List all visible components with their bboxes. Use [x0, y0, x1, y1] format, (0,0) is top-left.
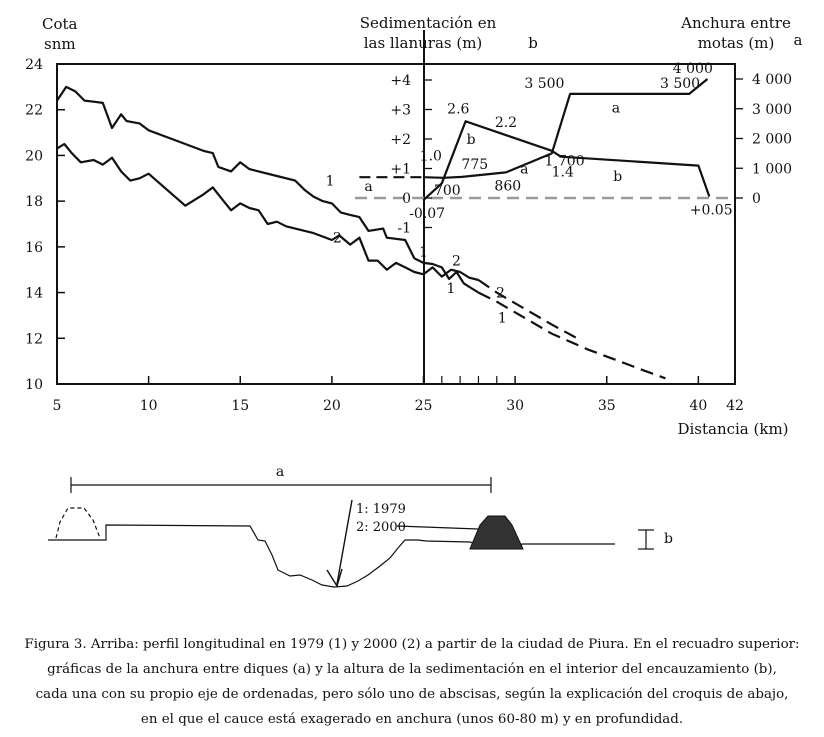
profile-label-2: 2 — [333, 231, 342, 247]
x-tick-label: 30 — [506, 398, 524, 414]
sedimentation-value-label: 775 — [461, 157, 488, 173]
y-tick-label: 22 — [25, 103, 43, 119]
series-layer — [56, 78, 711, 380]
inset-panel-letter-a: a — [794, 31, 803, 49]
profile-extrapolation-2 — [477, 279, 580, 341]
inset-right-tick-label: 1 000 — [752, 161, 792, 177]
caption-line: en el que el cauce está exagerado en anc… — [140, 712, 684, 727]
profile-label-1: 1 — [419, 244, 428, 260]
sketch-label-a: a — [276, 464, 284, 480]
sketch-legend-1979: 1: 1979 — [356, 502, 406, 517]
caption-line: gráficas de la anchura entre diques (a) … — [47, 662, 777, 677]
x-axis-label: Distancia (km) — [677, 420, 788, 438]
sedimentation-value-label: 2.2 — [495, 115, 517, 131]
label-layer: 5 10 15 20 25 30 35 40 421012141618202224-10+1+2… — [25, 57, 792, 414]
y-axis-label-line1: Cota — [42, 15, 78, 33]
inset-panel-letter-b: b — [528, 34, 538, 52]
inset-left-tick-label: +3 — [390, 103, 411, 119]
width-value-label: 3 500 — [524, 76, 564, 92]
sedimentation-series-label: b — [467, 132, 476, 148]
y-tick-label: 18 — [25, 194, 43, 210]
width-value-label: 860 — [494, 178, 521, 194]
tick-layer — [56, 63, 743, 385]
width-value-label: 3 500 — [660, 76, 700, 92]
inset-right-tick-label: 2 000 — [752, 132, 792, 148]
profile-extrapolation-1 — [478, 291, 666, 380]
y-axis-label-line2: snm — [44, 35, 76, 53]
sketch-new-levee — [469, 515, 524, 550]
profile-label-1: 1 — [326, 174, 335, 190]
sketch-ground-profile — [48, 524, 615, 588]
profile-label-1: 1 — [498, 311, 507, 327]
profile-line-2 — [56, 142, 479, 282]
inset-right-axis-label-line1: Anchura entre — [680, 14, 791, 32]
figure-caption: Figura 3. Arriba: perfil longitudinal en… — [20, 632, 804, 732]
inset-left-axis-label-line2: las llanuras (m) — [364, 34, 483, 52]
sedimentation-value-label: 1.0 — [420, 149, 442, 165]
caption-line: cada una con su propio eje de ordenadas,… — [35, 687, 789, 702]
profile-label-2: 2 — [452, 254, 461, 270]
y-tick-label: 20 — [25, 148, 43, 164]
width-value-label: 700 — [434, 183, 461, 199]
profile-line-1 — [56, 85, 480, 294]
inset-left-tick-label: -1 — [397, 221, 411, 237]
sedimentation-series-label: b — [613, 169, 622, 185]
inset-right-axis-label-line2: motas (m) — [698, 34, 775, 52]
width-value-label: 4 000 — [673, 61, 713, 77]
x-tick-label: 42 — [726, 398, 744, 414]
sketch-arrow — [336, 499, 353, 585]
inset-right-tick-label: 0 — [752, 191, 761, 207]
x-tick-label: 40 — [689, 398, 707, 414]
sedimentation-value-label: -0.07 — [409, 206, 445, 222]
profile-label-2: 2 — [496, 286, 505, 302]
y-tick-label: 24 — [25, 57, 43, 73]
x-tick-label: 10 — [140, 398, 158, 414]
sedimentation-value-label: 2.6 — [447, 101, 469, 117]
x-tick-label: 35 — [598, 398, 616, 414]
sedimentation-line — [422, 120, 711, 201]
inset-left-axis-label-line1: Sedimentación en — [360, 14, 497, 32]
inset-right-tick-label: 4 000 — [752, 72, 792, 88]
inset-left-tick-label: +4 — [390, 73, 411, 89]
inset-left-tick-label: +1 — [390, 162, 411, 178]
y-tick-label: 12 — [25, 331, 43, 347]
profile-label-1: 1 — [447, 281, 456, 297]
width-line — [423, 78, 709, 179]
inset-left-tick-label: +2 — [390, 132, 411, 148]
x-tick-label: 5 — [53, 398, 62, 414]
sketch-old-levee — [55, 507, 101, 539]
sketch: a 1: 1979 2: 2000 b — [48, 464, 673, 588]
inset-left-tick-label: 0 — [402, 191, 411, 207]
caption-line: Figura 3. Arriba: perfil longitudinal en… — [24, 637, 800, 652]
y-tick-label: 14 — [25, 286, 43, 302]
sedimentation-value-label: 1.4 — [552, 165, 574, 181]
x-tick-label: 25 — [415, 398, 433, 414]
width-series-label: a — [520, 161, 528, 177]
width-series-label: a — [364, 179, 372, 195]
x-tick-label: 20 — [323, 398, 341, 414]
x-tick-label: 15 — [231, 398, 249, 414]
y-tick-label: 10 — [25, 377, 43, 393]
inset-right-tick-label: 3 000 — [752, 102, 792, 118]
width-value-label: 1 700 — [545, 153, 585, 169]
sketch-label-b: b — [664, 531, 673, 547]
sketch-arrowhead — [326, 568, 343, 588]
sedimentation-value-label: +0.05 — [690, 203, 733, 219]
sketch-leader-2000 — [396, 525, 479, 530]
y-tick-label: 16 — [25, 240, 43, 256]
sketch-legend-2000: 2: 2000 — [356, 520, 406, 535]
width-series-label: a — [612, 100, 620, 116]
